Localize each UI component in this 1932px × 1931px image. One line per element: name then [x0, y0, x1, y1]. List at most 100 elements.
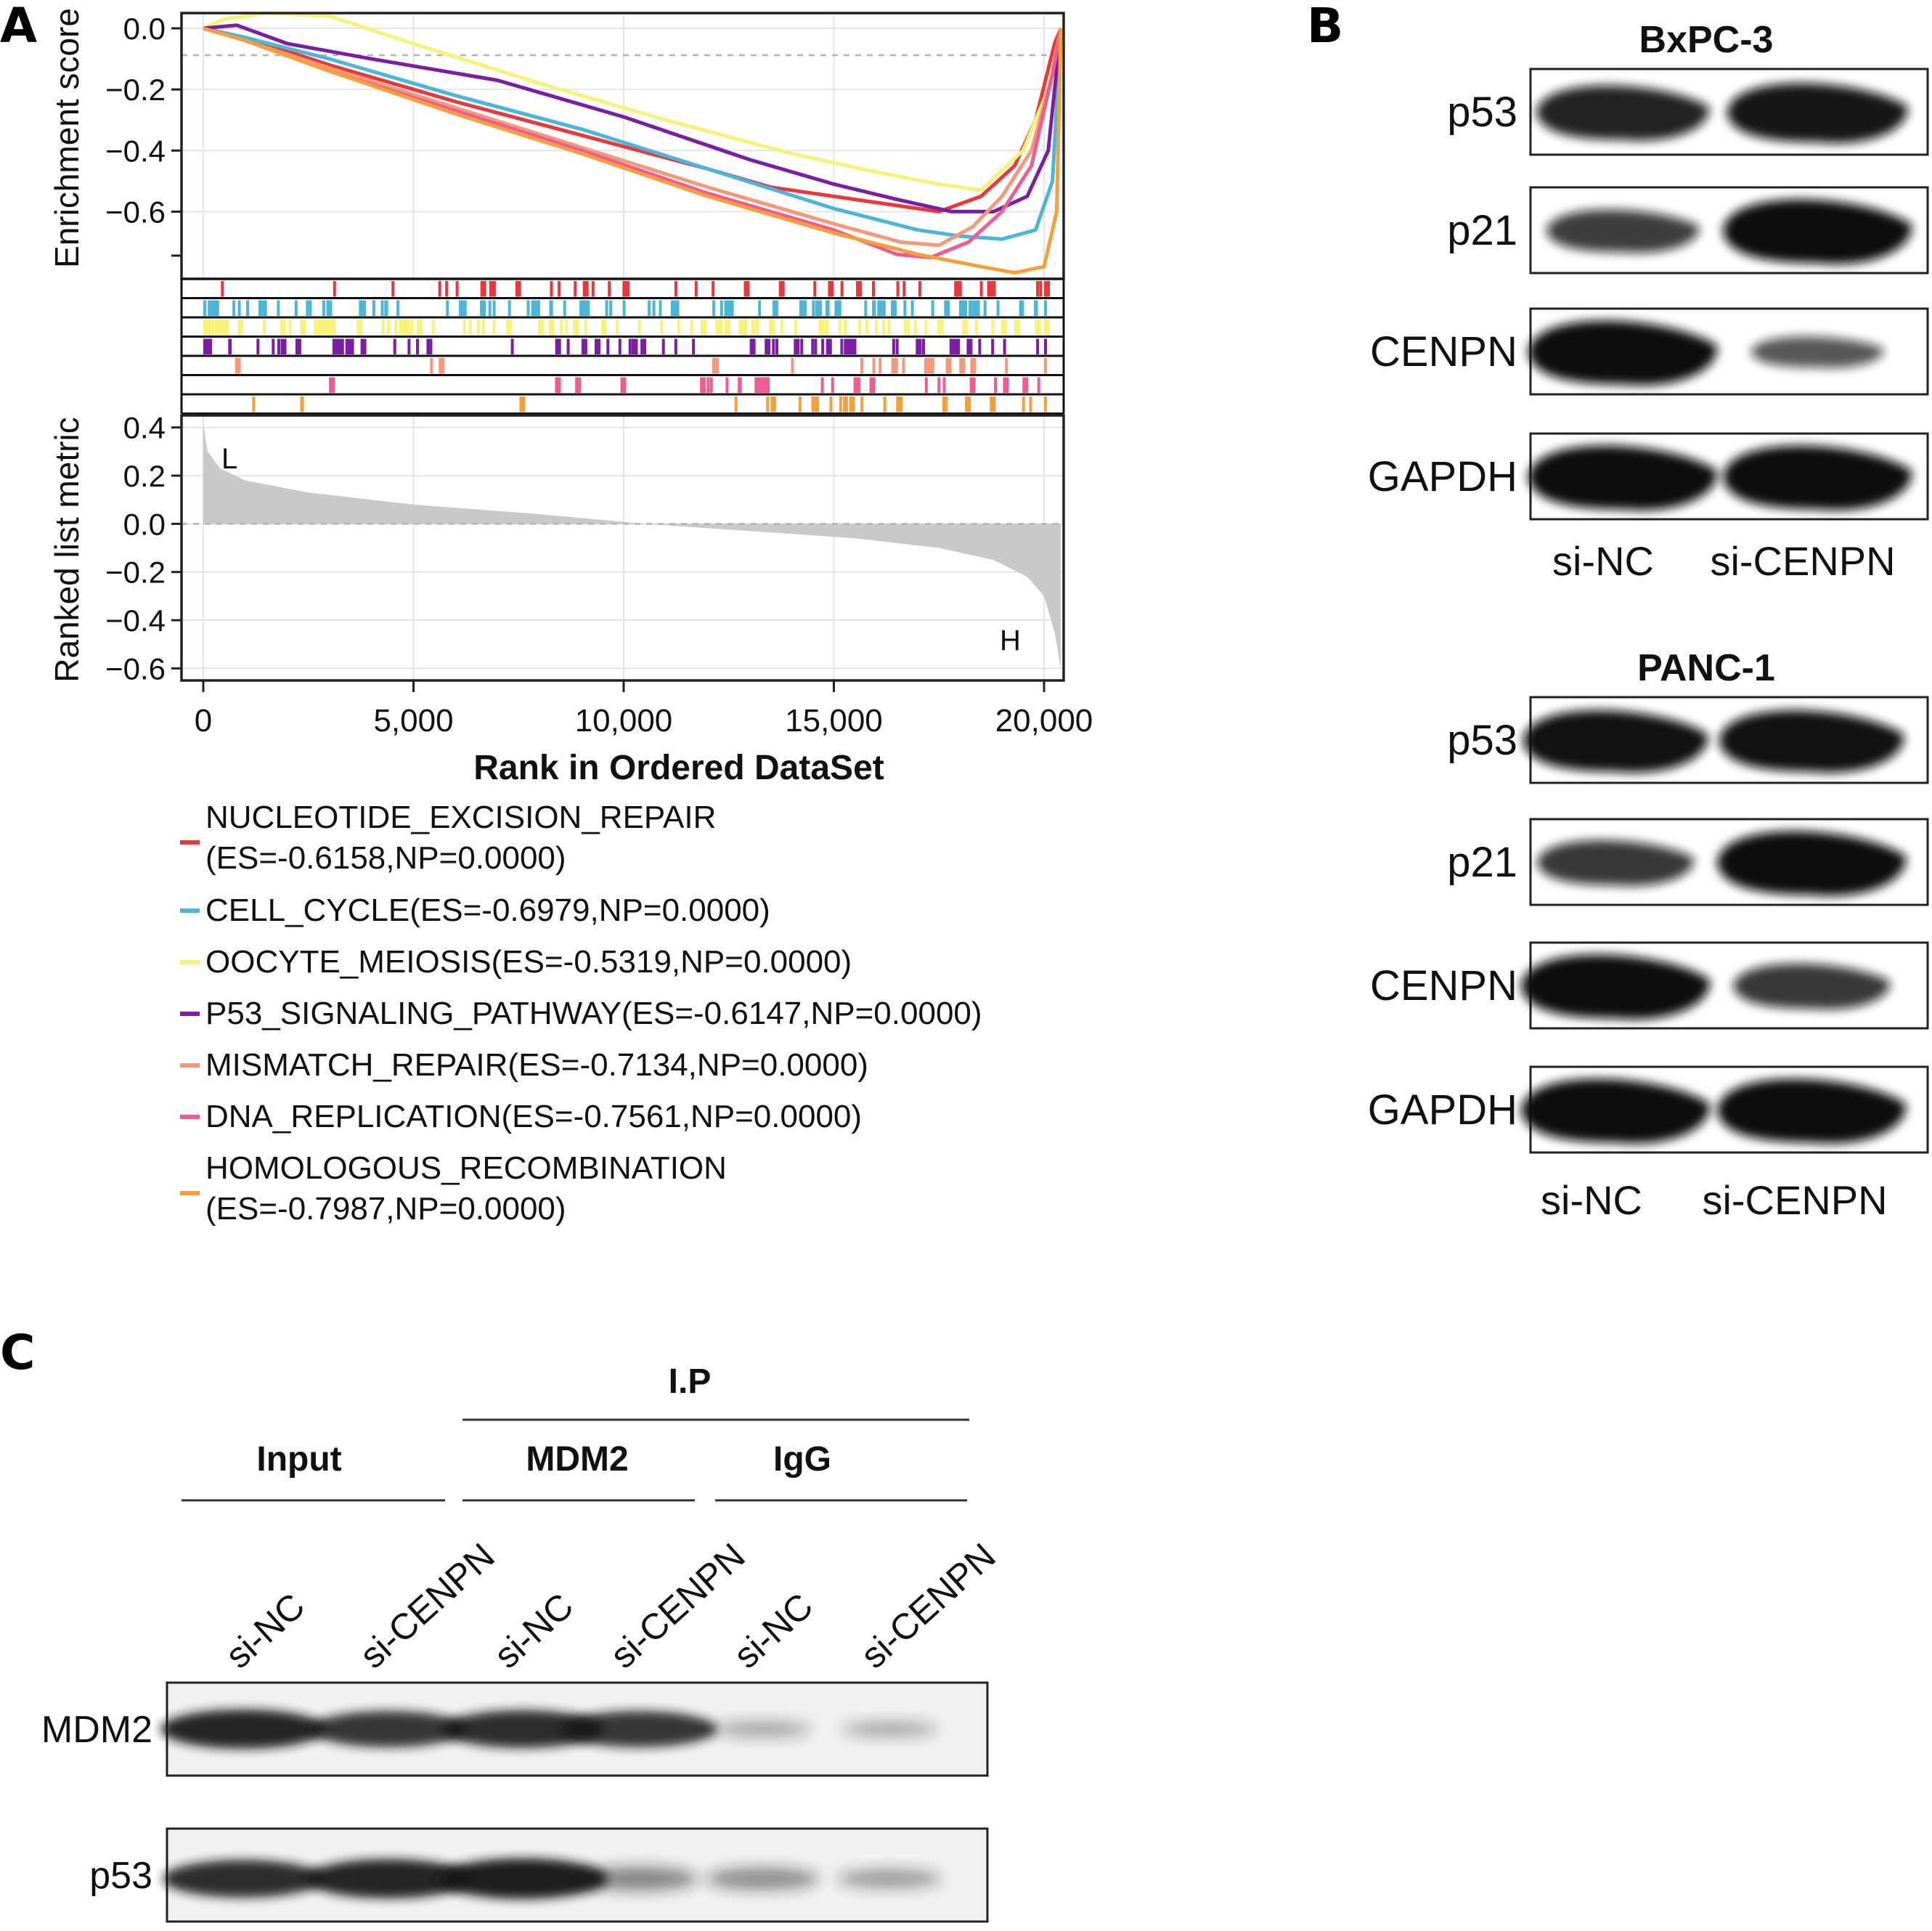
hit-mark	[603, 320, 606, 336]
row-label-bxpc3-cenpn: CENPN	[1370, 328, 1517, 375]
hit-mark	[743, 281, 750, 297]
hit-mark	[826, 320, 829, 336]
hit-mark	[910, 300, 914, 316]
hit-mark	[573, 320, 579, 336]
hit-mark	[990, 397, 996, 412]
co-ip-band-p53-lane-4	[706, 1868, 819, 1890]
hit-mark	[891, 300, 897, 316]
hit-mark	[393, 338, 396, 354]
metric-tick-label-1: 0.2	[123, 459, 166, 493]
hit-mark	[725, 320, 731, 336]
group-label-mdm2: MDM2	[526, 1440, 628, 1479]
hit-mark	[336, 338, 342, 354]
hit-mark	[351, 338, 354, 354]
metric-annotation-h: H	[1000, 625, 1021, 656]
co-ip-band-p53-lane-3	[580, 1867, 698, 1890]
hit-mark	[690, 320, 693, 336]
hit-mark	[256, 338, 260, 354]
hit-mark	[774, 300, 778, 316]
es-line-5	[203, 26, 1063, 260]
hit-mark	[814, 338, 818, 354]
hit-mark	[488, 300, 492, 316]
es-curves	[203, 11, 1063, 275]
hit-mark	[902, 281, 906, 297]
hit-mark	[402, 320, 408, 336]
hit-mark	[677, 320, 680, 336]
hit-mark	[492, 320, 496, 336]
hit-mark	[252, 397, 256, 412]
metric-area	[203, 423, 1061, 669]
hit-mark	[756, 320, 759, 336]
hit-mark	[799, 300, 802, 316]
hit-mark	[887, 320, 891, 336]
hit-mark	[860, 397, 864, 412]
hit-mark	[566, 338, 570, 354]
x-axis-ticks: 0 5,000 10,000 15,000 20,000	[195, 680, 1093, 739]
hit-mark	[321, 320, 327, 336]
hit-mark	[309, 300, 312, 316]
hit-mark	[348, 338, 351, 354]
hit-mark	[738, 377, 741, 393]
hit-mark	[778, 281, 785, 297]
hit-mark	[754, 377, 761, 393]
hit-mark	[396, 300, 400, 316]
hit-mark	[216, 320, 219, 336]
hit-mark	[716, 358, 720, 374]
hit-mark	[468, 320, 472, 336]
hit-mark	[700, 377, 706, 393]
hit-mark	[439, 358, 445, 374]
lane-label-panc1-si-cenpn: si-CENPN	[1702, 1177, 1887, 1223]
hit-mark	[624, 281, 630, 297]
hit-mark	[582, 300, 589, 316]
hit-mark	[860, 358, 863, 374]
hit-mark	[674, 281, 677, 297]
hit-mark	[674, 338, 677, 354]
hit-mark	[410, 320, 414, 336]
hit-mark	[879, 300, 886, 316]
hit-mark	[280, 338, 287, 354]
hit-mark	[492, 300, 496, 316]
hit-mark	[865, 320, 868, 336]
legend-label-1: CELL_CYCLE(ES=-0.6979,NP=0.0000)	[205, 893, 770, 928]
hit-mark	[515, 281, 518, 297]
hit-mark	[1035, 320, 1041, 336]
hit-mark	[203, 300, 207, 316]
row-label-panc1-cenpn: CENPN	[1370, 962, 1517, 1009]
es-gridlines	[182, 13, 1064, 279]
hit-mark	[891, 358, 894, 374]
es-line-1	[203, 26, 1063, 241]
hit-mark	[720, 300, 723, 316]
band-panc1-cenpn-lane-0	[1521, 954, 1711, 1020]
row-label-panc1-p53: p53	[1447, 717, 1517, 764]
hit-mark	[835, 300, 841, 316]
es-line-3	[203, 23, 1063, 214]
hit-mark	[416, 320, 423, 336]
blot-title-bxpc3: BxPC-3	[1639, 19, 1774, 61]
hit-mark	[616, 320, 619, 336]
hit-mark	[801, 300, 807, 316]
legend-label-4: MISMATCH_REPAIR(ES=-0.7134,NP=0.0000)	[205, 1047, 868, 1083]
x-tick-label-1: 5,000	[373, 703, 453, 739]
hit-mark	[819, 300, 823, 316]
hit-mark	[954, 281, 961, 297]
es-tick-label-0: 0.0	[123, 12, 166, 46]
hit-mark	[1022, 397, 1025, 412]
hit-mark	[924, 320, 928, 336]
hit-mark	[618, 338, 621, 354]
hit-mark	[752, 320, 756, 336]
legend: NUCLEOTIDE_EXCISION_REPAIR (ES=-0.6158,NP…	[180, 800, 982, 1227]
band-panc1-gapdh-lane-0	[1521, 1078, 1711, 1144]
hit-mark	[1044, 338, 1047, 354]
hit-mark	[431, 320, 435, 336]
hit-mark	[895, 338, 899, 354]
hit-mark	[965, 397, 971, 412]
panel-label-c: C	[0, 1325, 35, 1381]
hit-mark	[991, 338, 995, 354]
hit-mark	[844, 320, 847, 336]
hit-mark	[476, 320, 480, 336]
hit-mark	[692, 338, 696, 354]
hit-mark	[237, 320, 241, 336]
hit-mark	[962, 320, 969, 336]
hit-mark	[1029, 397, 1032, 412]
hit-mark	[794, 320, 797, 336]
